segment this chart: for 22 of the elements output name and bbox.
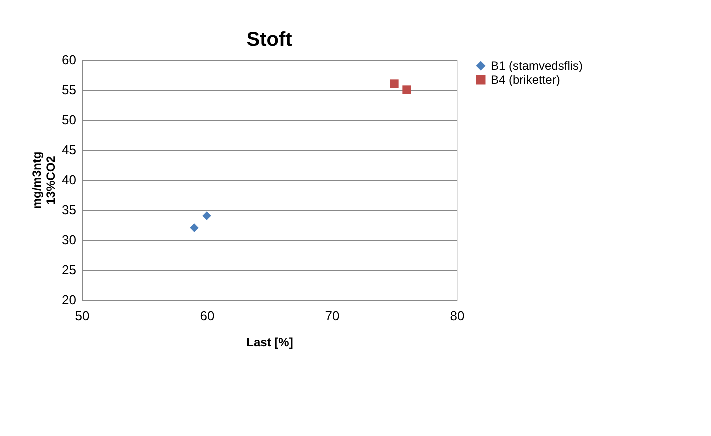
y-tick-label: 55 [62, 82, 76, 98]
point [390, 80, 399, 88]
y-tick-label: 40 [62, 172, 76, 188]
x-tick-label: 60 [200, 308, 215, 324]
x-axis-title: Last [%] [246, 336, 294, 350]
point [202, 212, 212, 220]
y-tick-label: 35 [62, 202, 76, 218]
x-tick-label: 80 [450, 308, 465, 324]
y-tick-label: 30 [62, 232, 76, 248]
y-tick-label: 45 [62, 142, 76, 158]
y-tick-label: 60 [62, 52, 76, 68]
legend-label: B1 (stamvedsflis) [491, 59, 584, 73]
x-tick-label: 70 [325, 308, 340, 324]
y-tick-label: 20 [62, 292, 76, 308]
chart-title: Stoft [246, 29, 293, 51]
legend-label: B4 (briketter) [491, 73, 560, 87]
y-tick-label: 50 [62, 112, 76, 128]
y-axis-title: mg/m3ntg 13%CO2 [30, 152, 58, 210]
point [402, 86, 412, 94]
point [190, 224, 199, 232]
y-tick-label: 25 [62, 262, 76, 278]
x-tick-label: 50 [75, 308, 90, 324]
